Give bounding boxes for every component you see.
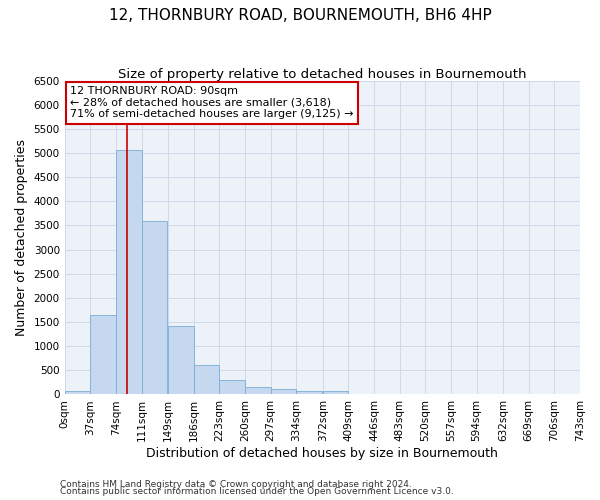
Bar xyxy=(194,365,220,394)
Bar xyxy=(220,380,245,394)
Bar xyxy=(65,391,91,394)
Bar xyxy=(271,389,296,394)
Bar xyxy=(142,221,167,394)
Bar xyxy=(296,391,322,394)
Bar xyxy=(168,326,194,394)
Text: 12 THORNBURY ROAD: 90sqm
← 28% of detached houses are smaller (3,618)
71% of sem: 12 THORNBURY ROAD: 90sqm ← 28% of detach… xyxy=(70,86,354,120)
Title: Size of property relative to detached houses in Bournemouth: Size of property relative to detached ho… xyxy=(118,68,527,80)
Bar xyxy=(116,150,142,394)
Text: 12, THORNBURY ROAD, BOURNEMOUTH, BH6 4HP: 12, THORNBURY ROAD, BOURNEMOUTH, BH6 4HP xyxy=(109,8,491,22)
Text: Contains HM Land Registry data © Crown copyright and database right 2024.: Contains HM Land Registry data © Crown c… xyxy=(60,480,412,489)
Y-axis label: Number of detached properties: Number of detached properties xyxy=(15,139,28,336)
Bar xyxy=(323,392,349,394)
Text: Contains public sector information licensed under the Open Government Licence v3: Contains public sector information licen… xyxy=(60,487,454,496)
Bar xyxy=(245,388,271,394)
X-axis label: Distribution of detached houses by size in Bournemouth: Distribution of detached houses by size … xyxy=(146,447,498,460)
Bar xyxy=(91,315,116,394)
